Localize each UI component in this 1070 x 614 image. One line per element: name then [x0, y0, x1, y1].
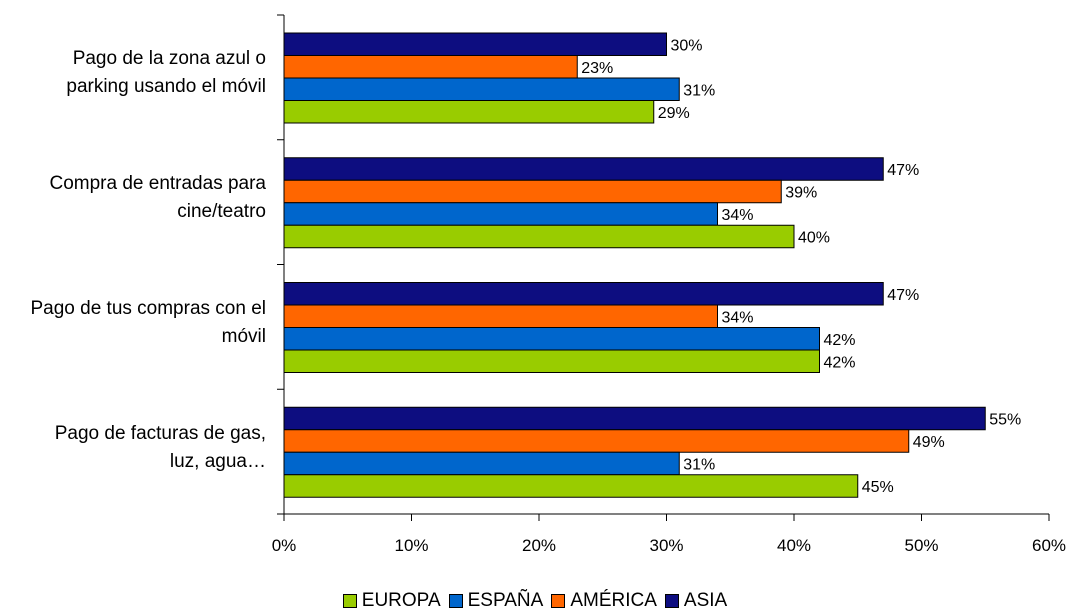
data-label: 47%: [887, 287, 919, 304]
data-label: 47%: [887, 162, 919, 179]
data-label: 49%: [913, 434, 945, 451]
bar-europa-2: [283, 349, 820, 373]
category-label-line: luz, agua…: [169, 450, 266, 472]
category-label-line: Pago de tus compras con el: [30, 297, 266, 319]
bar-asia-1: [283, 157, 884, 181]
category-label-line: Pago de la zona azul o: [72, 48, 266, 70]
legend-swatch: [448, 594, 463, 608]
legend-label: ESPAÑA: [467, 590, 544, 611]
category-label-line: móvil: [221, 325, 266, 347]
x-tick-label: 60%: [1032, 536, 1066, 555]
bar-asia-3: [283, 406, 986, 431]
bar-asia-2: [283, 282, 884, 306]
bar-europa-3: [283, 474, 859, 498]
legend-label: AMÉRICA: [570, 590, 657, 611]
x-tick-label: 30%: [649, 536, 683, 555]
data-label: 31%: [683, 82, 715, 99]
x-tick-label: 10%: [394, 536, 428, 555]
legend-item-asia: ASIA: [664, 590, 728, 612]
category-label: Pago de facturas de gas, luz, agua…: [4, 420, 266, 476]
x-tick-label: 0%: [272, 536, 297, 555]
data-label: 45%: [862, 479, 894, 496]
x-tick-label: 20%: [522, 536, 556, 555]
category-label-line: Compra de entradas para: [49, 173, 266, 195]
legend-item-américa: AMÉRICA: [551, 590, 657, 612]
bar-chart: 30% 23% 31% 29% 47% 39% 34% 40% 47% 34% 42% 42% 55% 4…: [272, 14, 1066, 555]
legend-item-europa: EUROPA: [342, 590, 441, 612]
data-label: 40%: [798, 230, 830, 247]
data-label: 31%: [683, 457, 715, 474]
legend-swatch: [664, 594, 679, 608]
data-label: 23%: [581, 60, 613, 77]
category-label-line: parking usando el móvil: [66, 76, 266, 98]
bar-américa-2: [283, 304, 718, 328]
data-label: 29%: [658, 105, 690, 122]
bar-américa-3: [283, 429, 910, 453]
category-label: Pago de tus compras con el móvil: [4, 295, 266, 351]
bar-españa-2: [283, 327, 820, 351]
data-label: 55%: [989, 412, 1021, 429]
legend-swatch: [342, 594, 357, 608]
bar-américa-1: [283, 179, 782, 204]
data-label: 34%: [722, 309, 754, 326]
legend-label: EUROPA: [361, 590, 441, 611]
category-label-line: cine/teatro: [177, 201, 266, 223]
category-label-line: Pago de facturas de gas,: [54, 422, 266, 444]
x-tick-label: 40%: [777, 536, 811, 555]
bar-américa-0: [283, 55, 578, 79]
data-label: 34%: [722, 207, 754, 224]
bar-españa-0: [283, 77, 680, 101]
data-label: 39%: [785, 185, 817, 202]
x-tick-label: 50%: [904, 536, 938, 555]
category-label: Pago de la zona azul o parking usando el …: [4, 45, 266, 101]
bar-europa-0: [283, 100, 655, 124]
legend-swatch: [551, 594, 566, 608]
bar-españa-3: [283, 451, 680, 476]
data-label: 42%: [824, 354, 856, 371]
data-label: 42%: [824, 332, 856, 349]
bar-españa-1: [283, 202, 718, 226]
legend: EUROPA ESPAÑA AMÉRICA ASIA: [0, 590, 1070, 612]
category-label: Compra de entradas para cine/teatro: [4, 170, 266, 226]
legend-label: ASIA: [683, 590, 728, 611]
bar-europa-1: [283, 224, 795, 249]
bar-asia-0: [283, 32, 667, 56]
legend-item-españa: ESPAÑA: [448, 590, 544, 612]
data-label: 30%: [671, 37, 703, 54]
